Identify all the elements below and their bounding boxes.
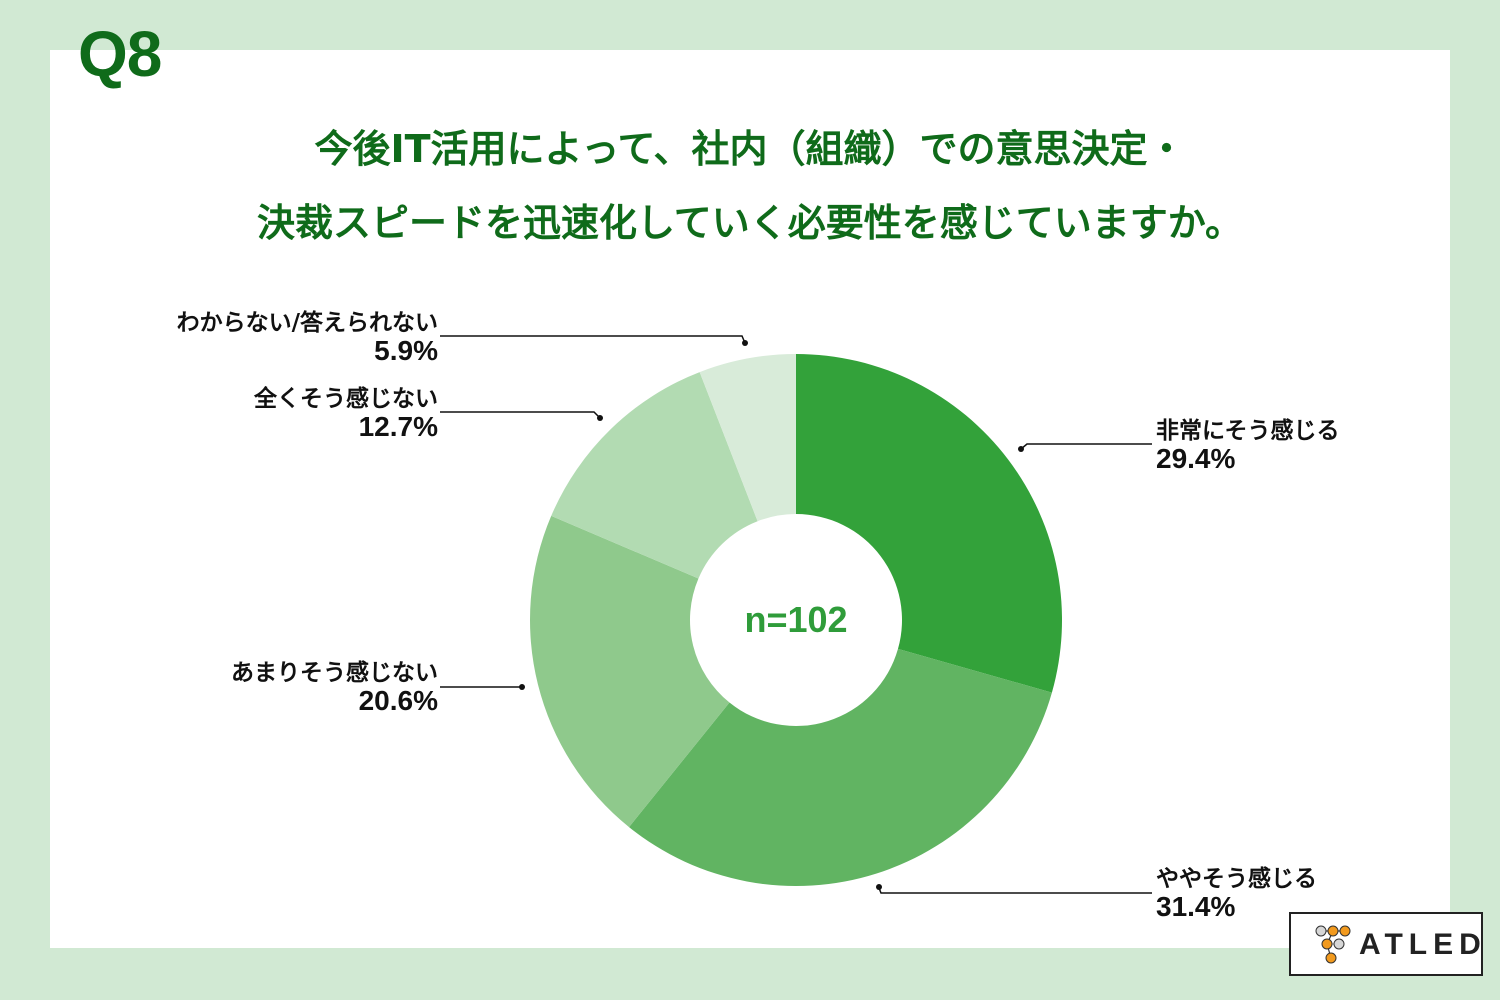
donut-slice: [530, 515, 730, 828]
label-percent: 31.4%: [1156, 891, 1236, 922]
question-number: Q8: [78, 18, 162, 90]
donut-slice: [629, 648, 1052, 886]
label-not-at-all: 全くそう感じない 12.7%: [254, 386, 438, 441]
label-percent: 12.7%: [358, 411, 438, 442]
sample-size-label: n=102: [744, 599, 848, 640]
label-name: 非常にそう感じる: [1156, 418, 1340, 444]
label-name: 全くそう感じない: [254, 386, 438, 412]
donut-slice: [551, 372, 758, 579]
title-line-1: 今後IT活用によって、社内（組織）での意思決定・: [314, 127, 1186, 171]
logo-text: ATLED: [1359, 928, 1487, 961]
label-dont-know: わからない/答えられない 5.9%: [177, 310, 438, 365]
label-percent: 20.6%: [358, 685, 438, 716]
label-name: ややそう感じる: [1156, 866, 1317, 892]
donut-slice: [699, 354, 796, 522]
label-strongly-feel: 非常にそう感じる 29.4%: [1156, 418, 1340, 473]
atled-logo: ATLED: [1289, 912, 1483, 976]
label-name: あまりそう感じない: [231, 660, 438, 686]
label-somewhat-feel: ややそう感じる 31.4%: [1156, 866, 1317, 921]
chart-title: 今後IT活用によって、社内（組織）での意思決定・ 決裁スピードを迅速化していく必…: [0, 112, 1500, 260]
label-not-much: あまりそう感じない 20.6%: [231, 660, 438, 715]
label-percent: 29.4%: [1156, 443, 1236, 474]
label-percent: 5.9%: [374, 335, 438, 366]
molecule-logo-icon: [1315, 925, 1351, 964]
leader-dots: [519, 340, 1024, 890]
donut-slice: [796, 353, 1063, 693]
title-line-2: 決裁スピードを迅速化していく必要性を感じていますか。: [256, 201, 1244, 245]
label-name: わからない/答えられない: [176, 310, 438, 336]
donut-slices: [530, 353, 1063, 886]
